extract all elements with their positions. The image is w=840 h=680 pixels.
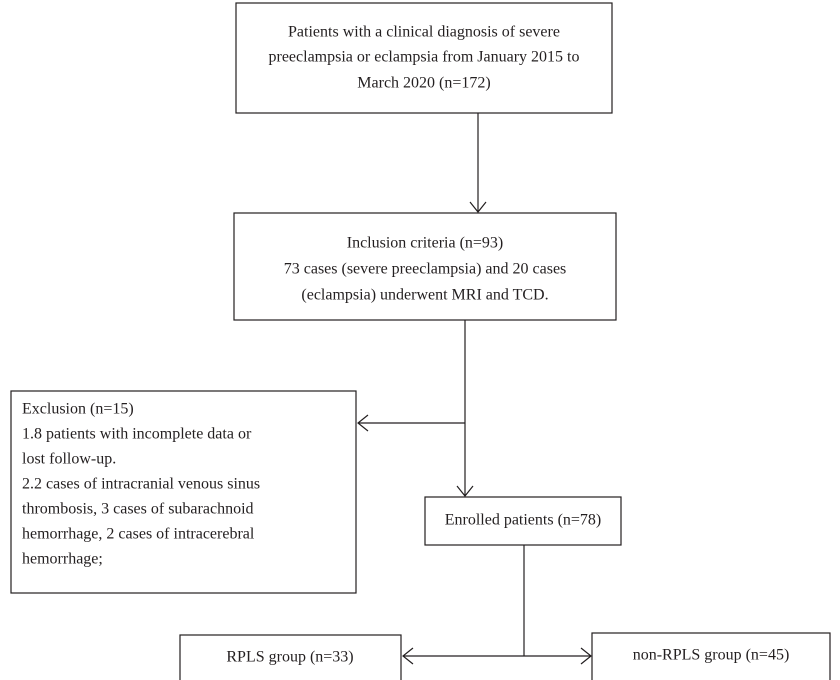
connectors [357, 113, 592, 665]
box-text: lost follow-up. [22, 451, 116, 468]
box-text: non-RPLS group (n=45) [633, 647, 790, 664]
box-text: March 2020 (n=172) [357, 75, 490, 92]
box-text: hemorrhage, 2 cases of intracerebral [22, 526, 255, 543]
arrowhead [580, 647, 592, 665]
box [179, 634, 402, 680]
non-rpls-box: non-RPLS group (n=45) [591, 632, 831, 680]
box [233, 212, 617, 321]
box-text: thrombosis, 3 cases of subarachnoid [22, 501, 254, 518]
box-text: preeclampsia or eclampsia from January 2… [269, 49, 580, 66]
box-text: 1.8 patients with incomplete data or [22, 426, 252, 443]
arrowhead [357, 414, 369, 432]
box-text: RPLS group (n=33) [226, 649, 353, 666]
box-text: hemorrhage; [22, 551, 103, 568]
rpls-box: RPLS group (n=33) [179, 634, 402, 680]
box [424, 496, 622, 546]
enrolled-box: Enrolled patients (n=78) [424, 496, 622, 546]
box [10, 390, 357, 594]
box [591, 632, 831, 680]
arrowhead [469, 201, 487, 213]
box-text: 73 cases (severe preeclampsia) and 20 ca… [284, 261, 567, 278]
box-text: Enrolled patients (n=78) [445, 512, 602, 529]
box-text: Inclusion criteria (n=93) [347, 235, 504, 252]
arrowhead [402, 647, 414, 665]
inclusion-box: Inclusion criteria (n=93) 73 cases (seve… [233, 212, 617, 321]
box-text: (eclampsia) underwent MRI and TCD. [301, 287, 548, 304]
patients-box: Patients with a clinical diagnosis of se… [235, 2, 613, 114]
box-text: Patients with a clinical diagnosis of se… [288, 24, 560, 41]
exclusion-box: Exclusion (n=15) 1.8 patients with incom… [10, 390, 357, 594]
box [235, 2, 613, 114]
box-text: 2.2 cases of intracranial venous sinus [22, 476, 260, 493]
box-text: Exclusion (n=15) [22, 401, 134, 418]
arrowhead [456, 485, 474, 497]
